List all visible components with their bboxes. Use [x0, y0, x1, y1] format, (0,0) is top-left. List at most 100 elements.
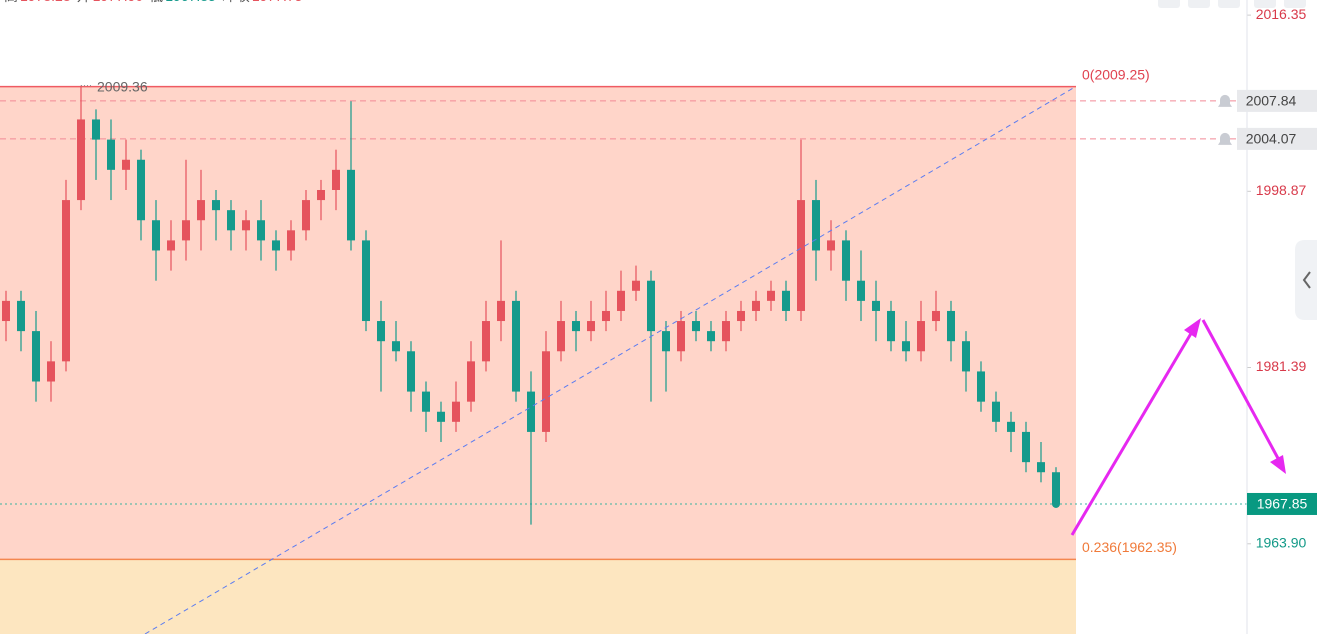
candle-body [242, 220, 250, 231]
candle-body [977, 371, 985, 402]
candle-body [1022, 431, 1030, 463]
candle-body [752, 300, 760, 311]
candle-body [887, 310, 895, 342]
ohlc-header: 高1978.28 开1977.90 低1967.85 昨收1977.75 [4, 0, 303, 4]
candle-body [212, 200, 220, 211]
forecast-arrows [1070, 318, 1286, 536]
candle-body [332, 169, 340, 190]
header-label: 开 [77, 0, 91, 4]
candle-body [557, 321, 565, 352]
candle-body [17, 300, 25, 332]
price-tag [1237, 89, 1317, 112]
candle-body [662, 331, 670, 352]
tool-button[interactable] [1284, 0, 1306, 8]
candle-body [272, 240, 280, 251]
candle-body [842, 240, 850, 281]
candle-body [122, 159, 130, 170]
y-tick-label: 1963.90 [1256, 534, 1307, 550]
fib-zone [0, 86, 1076, 560]
candle-body [32, 331, 40, 382]
arrow-head [1270, 455, 1286, 474]
tool-button[interactable] [1158, 0, 1180, 8]
arrow-down [1201, 319, 1282, 463]
candle-body [617, 290, 625, 311]
candle-body [77, 119, 85, 201]
candle-body [572, 321, 580, 332]
fib-zones [0, 85, 1076, 634]
header-value: 1967.85 [165, 0, 216, 4]
candle-body [407, 351, 415, 392]
candle-body [227, 210, 235, 231]
candle-body [167, 240, 175, 251]
header-value: 1978.28 [20, 0, 71, 4]
arrow-head [1184, 318, 1201, 338]
candle-body [182, 220, 190, 241]
candle-body [92, 119, 100, 140]
candle-body [962, 341, 970, 372]
candle-body [1052, 472, 1060, 504]
price-tag-label: 2004.07 [1246, 131, 1297, 147]
arrow-up [1070, 324, 1198, 536]
header-label: 高 [4, 0, 18, 4]
axis [0, 14, 1251, 545]
candle-body [917, 321, 925, 352]
candle-body [482, 321, 490, 362]
candle-body [347, 169, 355, 241]
candle-body [107, 139, 115, 170]
candle-body [902, 341, 910, 352]
collapse-tab[interactable] [1295, 240, 1317, 320]
fib-zone [0, 559, 1076, 634]
chevron [1302, 271, 1311, 289]
candle-body [602, 310, 610, 322]
candle-body [812, 200, 820, 251]
candle-body [512, 300, 520, 392]
tool-button[interactable] [1218, 0, 1240, 8]
candle-body [932, 310, 940, 322]
candle-body [257, 220, 265, 241]
candle-body [452, 401, 460, 422]
candle-body [422, 391, 430, 412]
candle-body [647, 280, 655, 332]
candle-body [587, 321, 595, 332]
candle-body [1007, 421, 1015, 432]
candle-body [992, 401, 1000, 422]
candle-body [722, 321, 730, 342]
candle-body [152, 220, 160, 251]
candle-body [872, 300, 880, 311]
candle-body [782, 290, 790, 311]
header-value: 1977.90 [93, 0, 144, 4]
side-tab[interactable] [1295, 240, 1317, 320]
candle-body [797, 200, 805, 311]
candle-body [137, 159, 145, 221]
candle-body [197, 200, 205, 221]
candle-body [1037, 462, 1045, 473]
header-value: 1977.75 [252, 0, 303, 4]
y-tick-label: 2016.35 [1256, 6, 1307, 22]
bell-icon [1218, 94, 1232, 107]
candle-body [767, 290, 775, 301]
candle-body [2, 300, 10, 322]
candle-body [62, 200, 70, 362]
candle-body [362, 240, 370, 322]
candle-body [527, 391, 535, 432]
header-label: 低 [149, 0, 163, 4]
candle-body [542, 351, 550, 432]
candle-body [857, 280, 865, 301]
candle-body [392, 341, 400, 352]
tool-button[interactable] [1254, 0, 1276, 8]
candle-body [692, 321, 700, 332]
y-tick-label: 1981.39 [1256, 358, 1307, 374]
header-label: 昨收 [222, 0, 250, 4]
price-tag-label: 2007.84 [1246, 93, 1297, 109]
last-price-tag [1247, 492, 1317, 515]
candle-body [437, 411, 445, 422]
candle-body [707, 331, 715, 342]
y-tick-label: 1998.87 [1256, 182, 1307, 198]
candle-body [497, 300, 505, 322]
candle-body [377, 321, 385, 342]
candle-body [737, 310, 745, 322]
candle-body [827, 240, 835, 251]
tool-button[interactable] [1188, 0, 1210, 8]
